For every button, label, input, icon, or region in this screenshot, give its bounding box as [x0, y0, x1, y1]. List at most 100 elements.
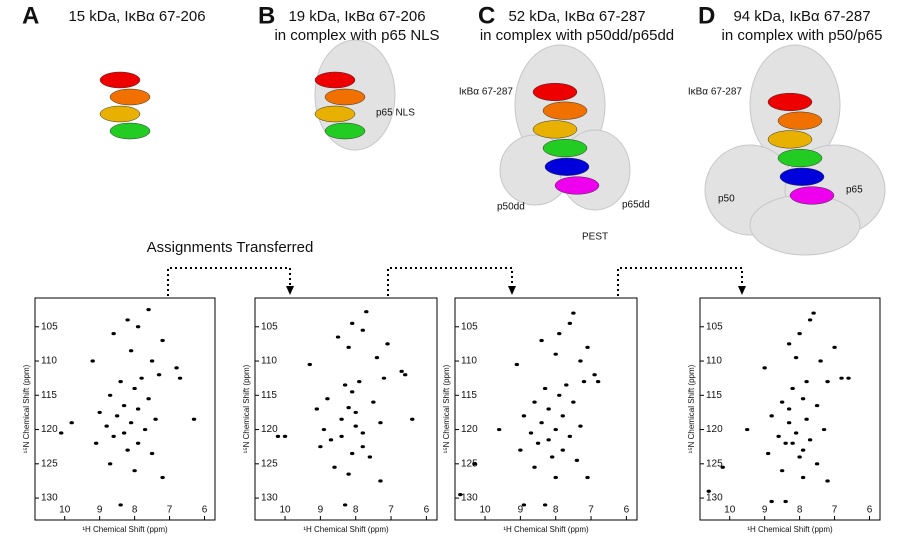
- peak: [335, 335, 341, 339]
- x-tick-label: 10: [59, 505, 71, 516]
- peak: [793, 356, 799, 360]
- peak: [553, 427, 558, 432]
- x-tick-label: 9: [318, 505, 324, 516]
- panel-letter: D: [698, 2, 715, 29]
- peak: [146, 308, 151, 312]
- panel-title: 15 kDa, IκBα 67-206: [68, 8, 205, 25]
- arrowheads: [286, 286, 746, 295]
- peak: [318, 445, 323, 449]
- peak: [367, 455, 373, 459]
- x-tick-label: 9: [762, 505, 768, 516]
- peak: [111, 332, 116, 336]
- peak: [518, 448, 523, 452]
- peak: [357, 379, 362, 384]
- x-tick-label: 7: [588, 505, 594, 516]
- y-tick-label: 125: [261, 458, 278, 469]
- peak: [332, 465, 337, 469]
- peak: [118, 503, 123, 507]
- x-tick-label: 7: [832, 505, 838, 516]
- y-tick-label: 110: [261, 356, 277, 367]
- peak: [804, 379, 809, 384]
- peak: [307, 362, 312, 367]
- peak: [706, 489, 711, 493]
- peak: [542, 503, 548, 507]
- peak: [546, 438, 551, 442]
- peak: [353, 424, 358, 428]
- plot-frame: [454, 297, 638, 521]
- y-tick-label: 105: [41, 321, 58, 332]
- peak: [839, 376, 844, 380]
- peak: [349, 451, 355, 456]
- x-tick-label: 8: [132, 505, 138, 516]
- peak: [125, 318, 130, 322]
- x-tick-label: 6: [202, 505, 208, 516]
- peak: [360, 431, 365, 435]
- peak: [786, 407, 792, 411]
- annotation: Assignments Transferred: [147, 239, 314, 256]
- peak: [578, 359, 583, 363]
- x-tick-label: 6: [424, 505, 430, 516]
- peak: [107, 462, 113, 466]
- peak: [807, 438, 813, 442]
- peak: [720, 465, 725, 469]
- helix: [532, 82, 578, 102]
- panel-title: 94 kDa, IκBα 67-287: [733, 8, 870, 25]
- peak: [346, 472, 351, 476]
- peak: [542, 386, 548, 391]
- peak: [793, 431, 799, 435]
- y-tick-label: 125: [41, 458, 58, 469]
- peak: [410, 417, 415, 421]
- peak: [783, 499, 788, 504]
- peak: [146, 397, 151, 401]
- peak: [539, 421, 544, 425]
- helix: [554, 176, 600, 195]
- peak: [535, 441, 541, 445]
- y-tick-label: 130: [41, 493, 58, 504]
- peak: [314, 407, 320, 411]
- x-tick-label: 10: [279, 505, 291, 516]
- x-tick-label: 8: [797, 505, 803, 516]
- peak: [128, 349, 134, 353]
- peak: [528, 431, 534, 435]
- peak: [275, 434, 281, 439]
- peak: [97, 410, 102, 415]
- peak: [779, 400, 785, 404]
- panel-letter: C: [478, 2, 495, 29]
- peak: [585, 475, 590, 480]
- peak: [571, 400, 576, 404]
- helix: [777, 149, 823, 168]
- peak: [374, 356, 380, 360]
- arrowhead: [286, 286, 294, 295]
- peak: [160, 338, 165, 343]
- peak: [800, 397, 806, 401]
- peak: [574, 458, 580, 462]
- peak: [135, 325, 141, 329]
- peak: [811, 311, 816, 315]
- peak: [69, 421, 74, 425]
- peak: [786, 421, 792, 425]
- y-tick-label: 130: [261, 493, 278, 504]
- peak: [342, 503, 348, 507]
- peak: [353, 410, 358, 415]
- helix: [777, 111, 823, 130]
- peak: [814, 462, 820, 466]
- peak: [521, 414, 527, 418]
- peak: [585, 345, 590, 349]
- x-tick-label: 10: [479, 505, 491, 516]
- peak: [142, 427, 148, 432]
- peak: [818, 359, 823, 363]
- x-axis-label: ¹H Chemical Shift (ppm): [303, 525, 389, 534]
- peak: [149, 451, 155, 456]
- peak: [342, 383, 348, 387]
- peak: [592, 373, 597, 377]
- peak: [557, 393, 562, 397]
- peak: [360, 328, 365, 332]
- x-axis-label: ¹H Chemical Shift (ppm): [503, 525, 589, 534]
- y-axis-label: ¹⁵N Chemical Shift (ppm): [442, 364, 451, 453]
- peak: [539, 338, 544, 343]
- peak: [567, 321, 573, 325]
- peak: [779, 469, 785, 473]
- y-tick-label: 110: [461, 356, 477, 367]
- peak: [132, 386, 137, 391]
- y-axis-label: ¹⁵N Chemical Shift (ppm): [687, 364, 696, 453]
